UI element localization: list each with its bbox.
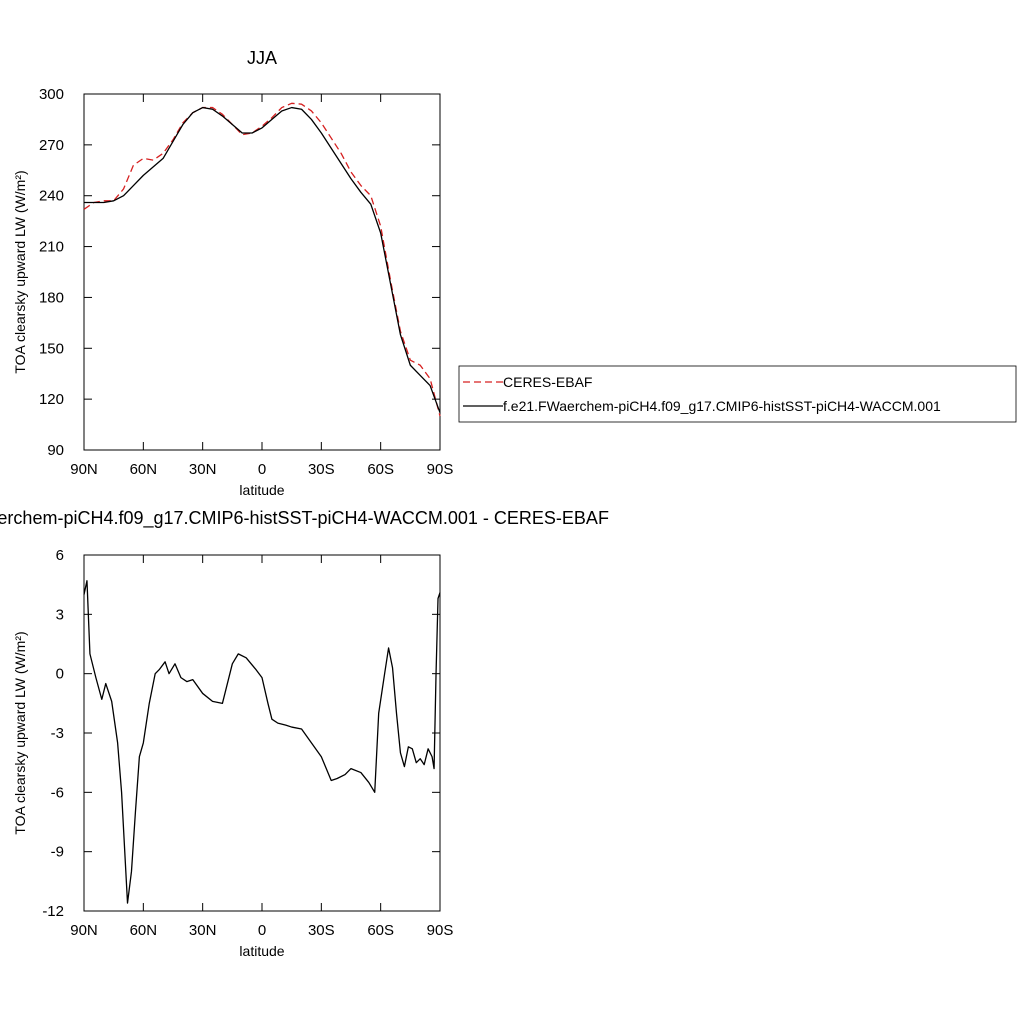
x-axis-label: latitude xyxy=(239,482,284,498)
legend-box xyxy=(458,365,1017,423)
y-axis-label: TOA clearsky upward LW (W/m²) xyxy=(12,170,28,373)
data-line xyxy=(84,106,441,413)
y-tick-label: 3 xyxy=(56,606,64,623)
y-tick-label: 90 xyxy=(47,442,64,459)
legend-label: CERES-EBAF xyxy=(503,374,592,390)
data-line xyxy=(83,580,441,904)
y-tick-label: 240 xyxy=(39,188,64,205)
legend-label: f.e21.FWaerchem-piCH4.f09_g17.CMIP6-hist… xyxy=(503,398,941,414)
data-line xyxy=(83,102,441,417)
y-tick-label: 6 xyxy=(56,547,64,564)
y-tick-label: -12 xyxy=(42,903,64,920)
x-tick-label: 90N xyxy=(70,922,98,939)
y-tick-label: 300 xyxy=(39,86,64,103)
y-tick-label: 210 xyxy=(39,239,64,256)
x-tick-label: 90S xyxy=(427,461,454,478)
plot-frame xyxy=(83,93,441,451)
x-tick-label: 90S xyxy=(427,922,454,939)
x-tick-label: 90N xyxy=(70,461,98,478)
x-tick-label: 30N xyxy=(189,461,217,478)
x-tick-label: 30S xyxy=(308,922,335,939)
x-tick-label: 60S xyxy=(367,922,394,939)
chart-title: JJA xyxy=(247,48,277,68)
y-tick-label: 150 xyxy=(39,340,64,357)
chart-title: f.e21.FWaerchem-piCH4.f09_g17.CMIP6-hist… xyxy=(0,508,609,529)
y-tick-label: -6 xyxy=(51,784,64,801)
x-tick-label: 30S xyxy=(308,461,335,478)
x-tick-label: 30N xyxy=(189,922,217,939)
x-tick-label: 0 xyxy=(258,461,266,478)
y-tick-label: 180 xyxy=(39,289,64,306)
y-axis-label: TOA clearsky upward LW (W/m²) xyxy=(12,631,28,834)
plot-frame xyxy=(83,554,441,912)
y-tick-label: 120 xyxy=(39,391,64,408)
x-axis-label: latitude xyxy=(239,943,284,959)
x-tick-label: 60N xyxy=(130,461,158,478)
x-tick-label: 60N xyxy=(130,922,158,939)
legend: CERES-EBAF f.e21.FWaerchem-piCH4.f09_g17.… xyxy=(458,365,1017,423)
y-tick-label: 0 xyxy=(56,666,64,683)
y-tick-label: -3 xyxy=(51,725,64,742)
x-tick-label: 60S xyxy=(367,461,394,478)
y-tick-label: 270 xyxy=(39,137,64,154)
x-tick-label: 0 xyxy=(258,922,266,939)
y-tick-label: -9 xyxy=(51,844,64,861)
